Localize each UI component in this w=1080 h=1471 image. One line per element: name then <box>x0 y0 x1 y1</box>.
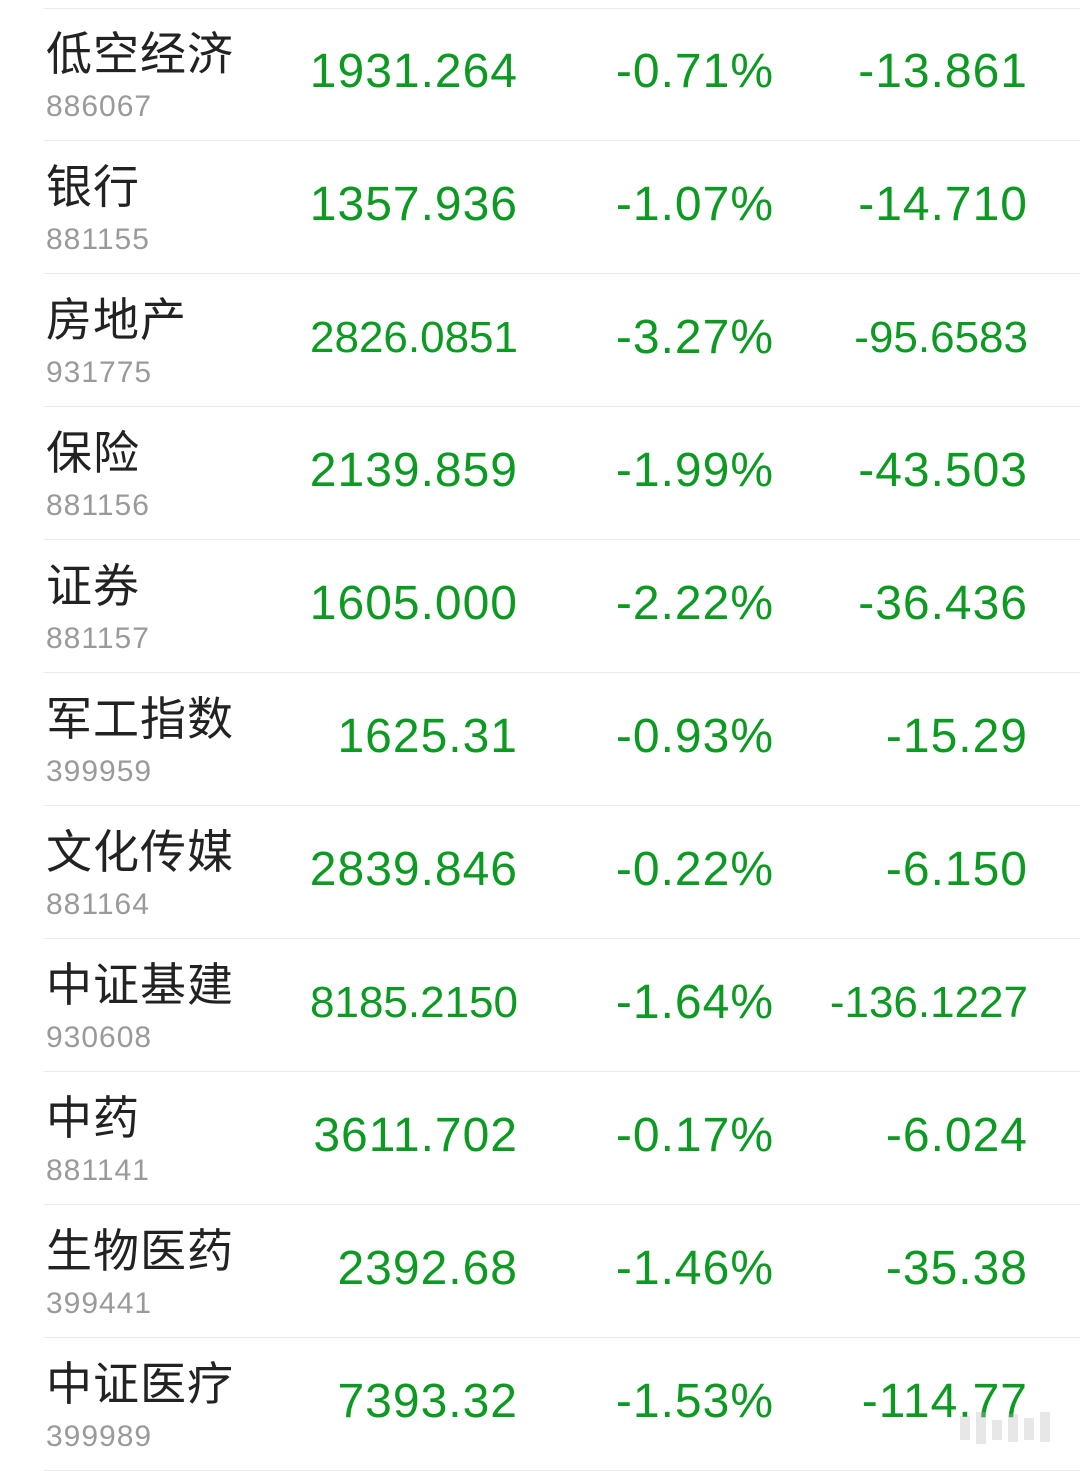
index-price: 8185.2150 <box>310 978 518 1027</box>
index-code: 931775 <box>46 356 153 389</box>
list-item[interactable]: 中证医疗 399989 7393.32 -1.53% -114.77 <box>0 1338 1080 1471</box>
index-change-amount: -43.503 <box>858 444 1028 497</box>
index-change-amount: -6.024 <box>885 1109 1028 1162</box>
list-item[interactable]: 文化传媒 881164 2839.846 -0.22% -6.150 <box>0 806 1080 939</box>
index-change-percent: -0.93% <box>615 710 774 763</box>
list-item[interactable]: 银行 881155 1357.936 -1.07% -14.710 <box>0 141 1080 274</box>
index-change-percent: -1.99% <box>615 444 774 497</box>
index-code: 930608 <box>46 1021 153 1054</box>
index-change-amount: -13.861 <box>858 45 1028 98</box>
index-name: 军工指数 <box>46 692 234 746</box>
index-code: 399989 <box>46 1420 153 1453</box>
index-code: 881155 <box>46 223 150 256</box>
index-change-amount: -35.38 <box>885 1242 1028 1295</box>
list-item[interactable]: 保险 881156 2139.859 -1.99% -43.503 <box>0 407 1080 540</box>
index-price: 7393.32 <box>337 1375 518 1428</box>
index-change-percent: -1.64% <box>615 976 774 1029</box>
index-change-amount: -95.6583 <box>854 313 1028 362</box>
list-item[interactable]: 房地产 931775 2826.0851 -3.27% -95.6583 <box>0 274 1080 407</box>
index-name: 生物医药 <box>46 1224 234 1278</box>
index-change-percent: -2.22% <box>615 577 774 630</box>
list-item[interactable]: 中药 881141 3611.702 -0.17% -6.024 <box>0 1072 1080 1205</box>
index-change-percent: -1.53% <box>615 1375 774 1428</box>
index-code: 881157 <box>46 622 150 655</box>
index-price: 1931.264 <box>309 45 518 98</box>
index-change-amount: -15.29 <box>885 710 1028 763</box>
index-price: 1357.936 <box>309 178 518 231</box>
list-item[interactable]: 低空经济 886067 1931.264 -0.71% -13.861 <box>0 8 1080 141</box>
watermark-icon <box>960 1412 1050 1444</box>
index-change-percent: -0.22% <box>615 843 774 896</box>
index-code: 881141 <box>46 1154 150 1187</box>
index-price: 2826.0851 <box>310 313 518 362</box>
list-item[interactable]: 证券 881157 1605.000 -2.22% -36.436 <box>0 540 1080 673</box>
index-price: 2839.846 <box>309 843 518 896</box>
index-change-amount: -36.436 <box>858 577 1028 630</box>
index-code: 881164 <box>46 888 150 921</box>
index-price: 3611.702 <box>313 1109 518 1162</box>
index-code: 399959 <box>46 755 153 788</box>
index-code: 886067 <box>46 90 153 123</box>
list-item[interactable]: 军工指数 399959 1625.31 -0.93% -15.29 <box>0 673 1080 806</box>
index-change-amount: -114.77 <box>861 1375 1028 1428</box>
index-list: 低空经济 886067 1931.264 -0.71% -13.861 银行 8… <box>0 8 1080 1471</box>
index-name: 银行 <box>46 160 140 214</box>
index-price: 2139.859 <box>309 444 518 497</box>
index-name: 保险 <box>46 426 140 480</box>
index-change-amount: -136.1227 <box>829 978 1028 1027</box>
index-change-amount: -6.150 <box>885 843 1028 896</box>
index-name: 中证医疗 <box>46 1357 234 1411</box>
index-price: 1625.31 <box>337 710 518 763</box>
index-name: 中证基建 <box>46 958 234 1012</box>
index-name: 房地产 <box>46 293 187 347</box>
index-change-percent: -0.17% <box>615 1109 774 1162</box>
index-code: 881156 <box>46 489 150 522</box>
index-code: 399441 <box>46 1287 153 1320</box>
index-change-percent: -1.07% <box>615 178 774 231</box>
index-change-percent: -3.27% <box>615 311 774 364</box>
index-change-percent: -1.46% <box>615 1242 774 1295</box>
index-name: 中药 <box>46 1091 140 1145</box>
index-name: 证券 <box>46 559 140 613</box>
list-item[interactable]: 生物医药 399441 2392.68 -1.46% -35.38 <box>0 1205 1080 1338</box>
index-name: 低空经济 <box>46 27 234 81</box>
index-price: 2392.68 <box>337 1242 518 1295</box>
index-change-percent: -0.71% <box>615 45 774 98</box>
index-name: 文化传媒 <box>46 825 234 879</box>
index-price: 1605.000 <box>309 577 518 630</box>
top-divider <box>44 8 1080 9</box>
index-change-amount: -14.710 <box>858 178 1028 231</box>
list-item[interactable]: 中证基建 930608 8185.2150 -1.64% -136.1227 <box>0 939 1080 1072</box>
